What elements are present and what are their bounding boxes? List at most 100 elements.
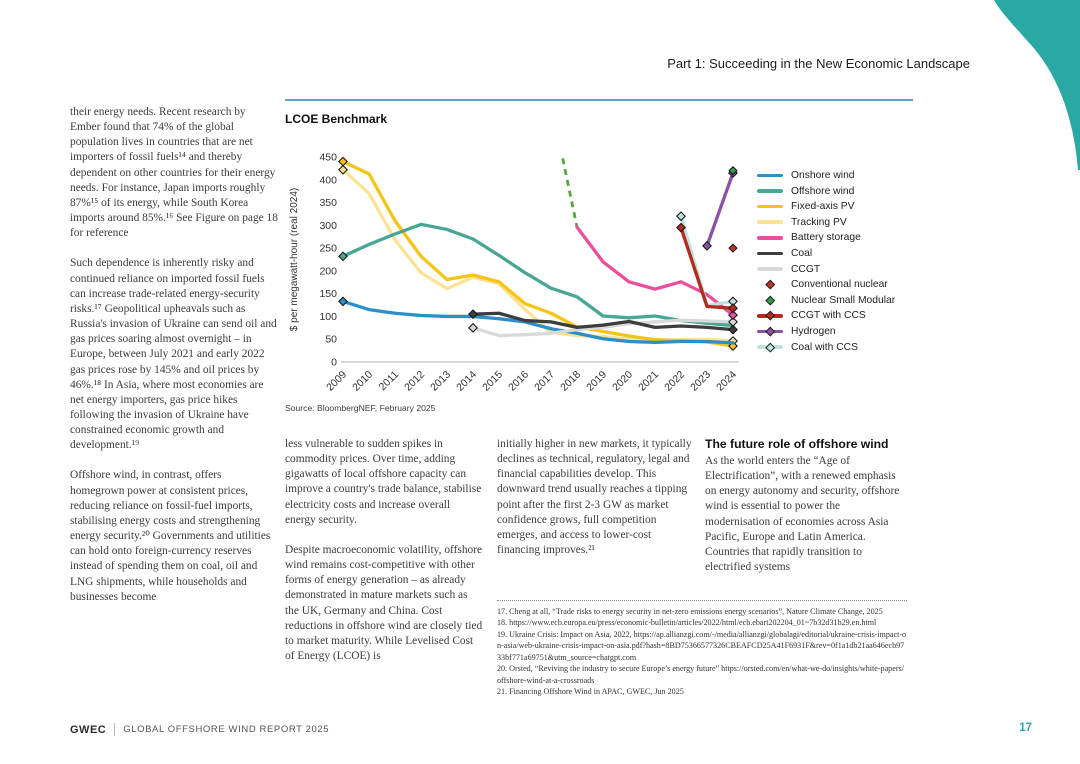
legend-swatch-offshore-wind [757,186,783,196]
footnotes: 17. Cheng at all, “Trade risks to energy… [497,600,907,698]
legend-line-swatch [757,236,783,240]
legend-swatch-coal-with-ccs [757,342,783,352]
legend-line-swatch [757,189,783,193]
marker-coal [728,324,738,335]
series-line-coal [471,311,735,332]
legend-line-swatch [757,251,783,256]
legend-swatch-tracking-pv [757,217,783,227]
marker-battery-storage [728,310,738,321]
text-column-4: The future role of offshore wind As the … [705,437,907,590]
footnote: 18. https://www.ecb.europa.eu/press/econ… [497,618,877,628]
y-tick-label: 100 [319,311,337,323]
lcoe-chart-block: LCOE Benchmark 0 50 100 150 200 250 300 350 400 4… [285,112,915,413]
x-tick-label: 2010 [350,369,375,394]
legend-line-swatch [757,173,783,178]
footnote: 17. Cheng at all, “Trade risks to energy… [497,607,883,616]
legend-swatch-ccgt [757,264,783,274]
footnote: 20. Orsted, “Reviving the industry to se… [497,664,904,685]
y-tick-label: 450 [319,152,337,164]
footnote: 21. Financing Offshore Wind in APAC, GWE… [497,687,684,697]
lcoe-line-chart: 0 50 100 150 200 250 300 350 400 450 $ per megawat… [289,152,739,394]
legend-swatch-nuclear-small-modular [757,295,783,305]
y-tick-label: 400 [319,174,337,186]
legend-label: Coal [791,247,813,259]
page-header-title: Part 1: Succeeding in the New Economic L… [667,56,970,71]
paragraph: their energy needs. Recent research by E… [70,106,278,240]
footer-brand: GWEC [70,723,107,736]
marker-ccgt [468,322,478,333]
page-footer: GWEC GLOBAL OFFSHORE WIND REPORT 2025 [70,723,329,736]
x-tick-label: 2011 [377,369,402,394]
y-axis-label: $ per megawatt-hour (real 2024) [289,188,300,331]
legend-diamond-swatch [765,280,775,290]
series-line-ccgt-with-ccs [679,225,735,310]
marker-ccgt-with-ccs [728,303,738,314]
legend-swatch-fixed-axis-pv [757,202,783,212]
legend-item-nuclear-small-modular: Nuclear Small Modular [757,295,895,306]
paragraph: Offshore wind, in contrast, offers homeg… [70,469,271,603]
legend-swatch-hydrogen [757,326,783,336]
legend-diamond-swatch [765,295,775,305]
legend-label: Coal with CCS [791,341,858,353]
text-column-2: less vulnerable to sudden spikes in comm… [285,437,483,679]
chart-title: LCOE Benchmark [285,112,388,126]
legend-label: Conventional nuclear [791,279,888,291]
x-tick-label: 2019 [584,369,609,394]
marker-offshore-wind [338,251,348,262]
y-tick-label: 350 [319,197,337,209]
header-rule [285,99,913,101]
legend-label: Offshore wind [791,185,855,197]
series-line-offshore-wind [341,222,735,328]
marker-tracking-pv [338,164,348,175]
point-conventional-nuclear [728,243,738,253]
legend-item-ccgt: CCGT [757,264,895,275]
legend-line-swatch [757,267,783,271]
corner-accent-shape [990,0,1080,170]
left-text-column: their energy needs. Recent research by E… [70,105,278,620]
y-tick-label: 0 [331,357,337,369]
legend-line-swatch [757,220,783,225]
x-tick-label: 2012 [402,369,427,394]
legend-line-swatch [757,204,783,209]
point-nuclear-small-modular [728,165,738,176]
paragraph: Despite macroeconomic volatility, offsho… [285,543,483,663]
legend-swatch-onshore-wind [757,171,783,181]
y-tick-label: 300 [319,220,337,232]
legend-swatch-coal [757,248,783,258]
legend-item-onshore-wind: Onshore wind [757,170,895,181]
series-line-onshore-wind [341,299,735,345]
x-tick-label: 2022 [662,369,687,394]
legend-item-conventional-nuclear: Conventional nuclear [757,279,895,290]
series-line-battery-storage [575,225,735,317]
y-tick-label: 50 [325,334,337,346]
legend-label: Tracking PV [791,216,847,228]
footer-divider [114,723,116,736]
legend-label: Onshore wind [791,170,855,181]
legend-item-hydrogen: Hydrogen [757,326,895,337]
y-tick-label: 250 [319,243,337,255]
paragraph: less vulnerable to sudden spikes in comm… [285,438,482,526]
legend-diamond-swatch [765,326,775,336]
marker-coal [468,309,478,320]
legend-item-tracking-pv: Tracking PV [757,217,895,228]
y-tick-label: 200 [319,265,337,277]
series-line-ccgt [471,318,735,338]
x-tick-label: 2024 [714,369,739,394]
paragraph: initially higher in new markets, it typi… [497,438,692,557]
chart-source: Source: BloombergNEF, February 2025 [285,403,436,413]
series-line-coal-with-ccs [679,214,735,308]
legend-item-battery-storage: Battery storage [757,232,895,243]
legend-label: Battery storage [791,232,861,244]
footnote: 19. Ukraine Crisis: Impact on Asia, 2022… [497,629,907,662]
legend-label: CCGT with CCS [791,310,866,322]
marker-fixed-axis-pv [338,156,348,167]
x-tick-label: 2017 [532,369,557,394]
x-tick-label: 2020 [610,369,635,394]
legend-swatch-battery-storage [757,233,783,243]
marker-coal-with-ccs [676,211,686,222]
legend-diamond-swatch [765,310,775,321]
x-tick-label: 2015 [480,369,505,394]
marker-onshore-wind [338,296,348,307]
legend-item-coal: Coal [757,248,895,259]
